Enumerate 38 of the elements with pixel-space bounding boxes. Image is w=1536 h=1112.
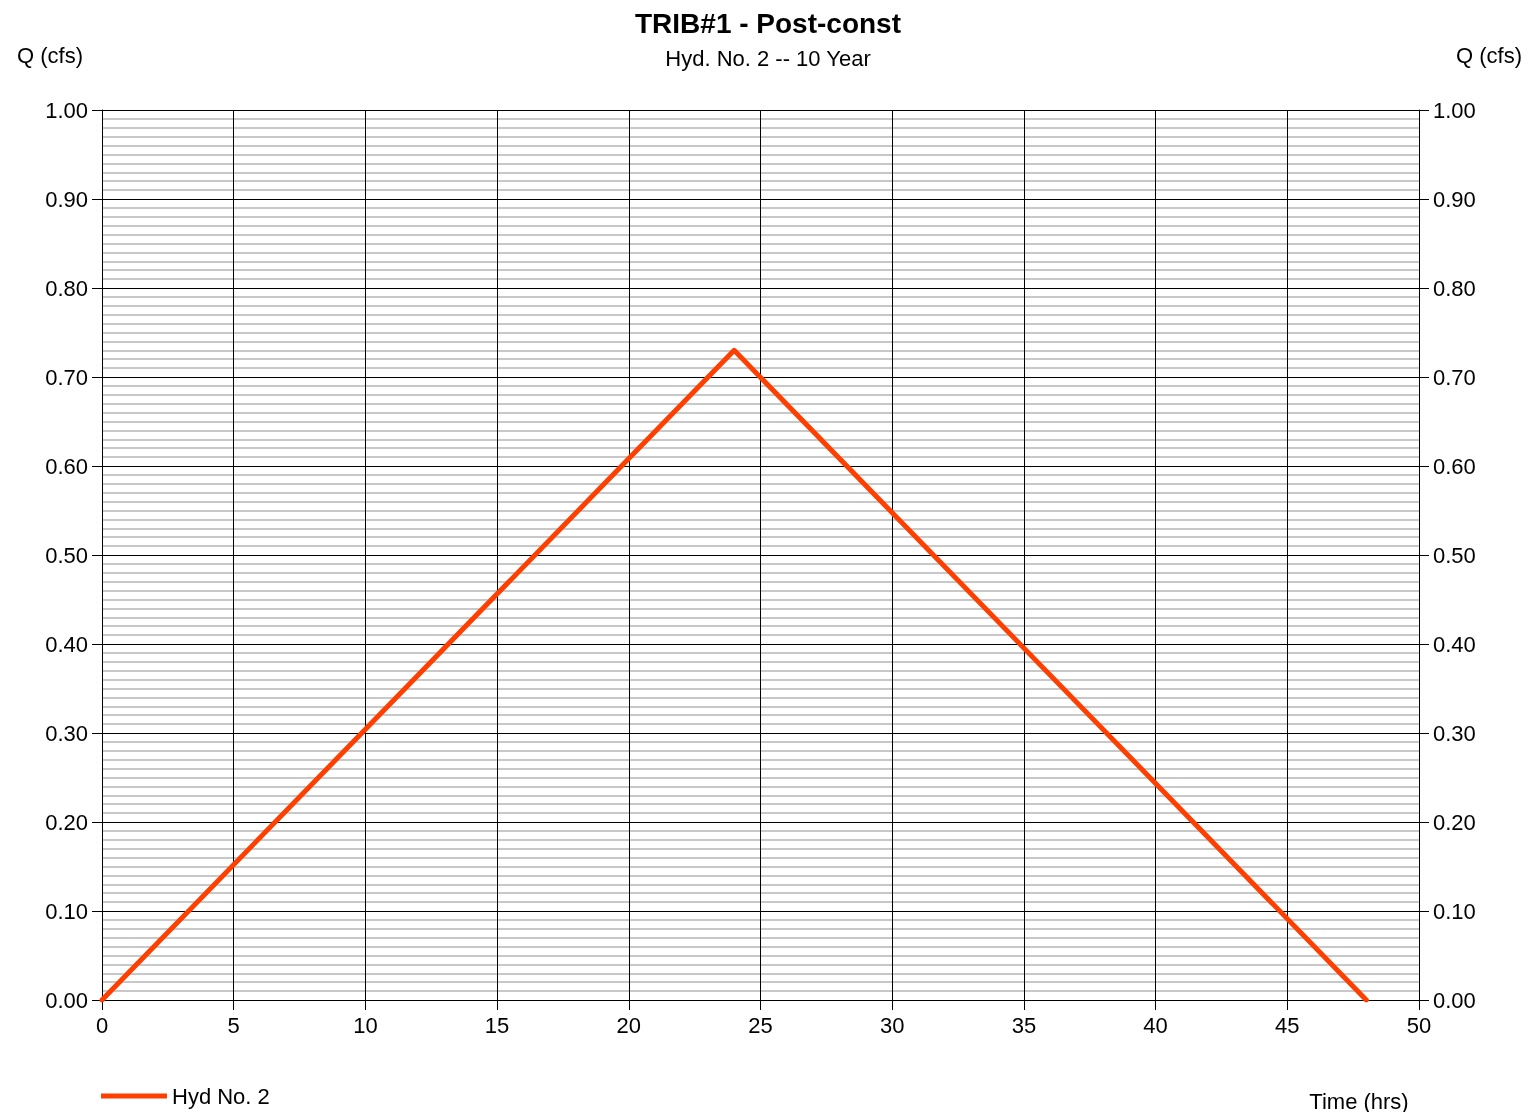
y2-tick-label: 0.10 xyxy=(1433,898,1476,924)
y-tick-label: 0.40 xyxy=(45,631,88,657)
y2-axis-title: Q (cfs) xyxy=(1456,42,1522,68)
y2-tick-label: 0.90 xyxy=(1433,186,1476,212)
y2-tick-label: 0.50 xyxy=(1433,542,1476,568)
y2-tick-label: 0.40 xyxy=(1433,631,1476,657)
y-tick-label: 0.30 xyxy=(45,720,88,746)
x-tick-label: 35 xyxy=(1011,1012,1037,1038)
x-tick-label: 45 xyxy=(1275,1012,1300,1038)
y2-tick-label: 1.00 xyxy=(1433,97,1476,123)
x-tick-label: 0 xyxy=(95,1012,109,1038)
y-tick-label: 0.60 xyxy=(45,453,88,479)
x-tick-label: 30 xyxy=(879,1012,905,1038)
chart-title: TRIB#1 - Post-const xyxy=(634,7,902,39)
chart-subtitle: Hyd. No. 2 -- 10 Year xyxy=(665,45,871,71)
y2-tick-label: 0.70 xyxy=(1433,364,1476,390)
y2-tick-label: 0.00 xyxy=(1433,987,1476,1013)
y2-tick-label: 0.60 xyxy=(1433,453,1476,479)
legend-label: Hyd No. 2 xyxy=(172,1083,270,1109)
y-tick-label: 0.00 xyxy=(45,987,88,1013)
x-tick-label: 5 xyxy=(227,1012,240,1038)
y-tick-label: 0.90 xyxy=(45,186,88,212)
x-tick-label: 10 xyxy=(353,1012,378,1038)
x-tick-label: 15 xyxy=(484,1012,510,1038)
y-tick-label: 1.00 xyxy=(45,97,88,123)
y-axis-title: Q (cfs) xyxy=(17,42,83,68)
y-tick-label: 0.10 xyxy=(45,898,88,924)
y2-tick-label: 0.80 xyxy=(1433,275,1476,301)
y-tick-label: 0.20 xyxy=(45,809,88,835)
x-tick-label: 40 xyxy=(1143,1012,1168,1038)
y-tick-label: 0.70 xyxy=(45,364,88,390)
y2-tick-label: 0.20 xyxy=(1433,809,1476,835)
x-tick-label: 25 xyxy=(748,1012,773,1038)
y-tick-label: 0.50 xyxy=(45,542,88,568)
x-tick-label: 20 xyxy=(616,1012,642,1038)
x-tick-label: 50 xyxy=(1406,1012,1432,1038)
y2-tick-label: 0.30 xyxy=(1433,720,1476,746)
y-tick-label: 0.80 xyxy=(45,275,88,301)
